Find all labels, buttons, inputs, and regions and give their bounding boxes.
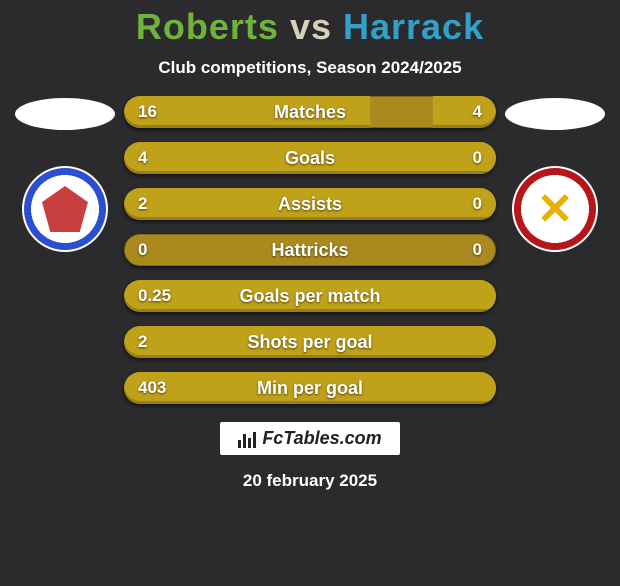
- title-player1: Roberts: [136, 6, 279, 47]
- stat-row: 2Shots per goal: [124, 326, 496, 358]
- right-flag-icon: [505, 98, 605, 130]
- title-vs: vs: [290, 6, 332, 47]
- fctables-mark-icon: [238, 430, 256, 448]
- stat-label: Goals per match: [124, 286, 496, 307]
- stat-label: Goals: [124, 148, 496, 169]
- fctables-logo: FcTables.com: [220, 422, 399, 455]
- stat-label: Shots per goal: [124, 332, 496, 353]
- stat-row: 20Assists: [124, 188, 496, 220]
- stat-label: Hattricks: [124, 240, 496, 261]
- stat-row: 403Min per goal: [124, 372, 496, 404]
- stat-row: 164Matches: [124, 96, 496, 128]
- footer-date: 20 february 2025: [0, 471, 620, 491]
- stat-label: Min per goal: [124, 378, 496, 399]
- left-side: [10, 96, 120, 252]
- stat-label: Assists: [124, 194, 496, 215]
- stat-row: 0.25Goals per match: [124, 280, 496, 312]
- stat-label: Matches: [124, 102, 496, 123]
- title-player2: Harrack: [343, 6, 484, 47]
- right-side: [500, 96, 610, 252]
- stat-bars: 164Matches 40Goals 20Assists 00Hattricks 0.2…: [120, 96, 500, 404]
- stat-row: 40Goals: [124, 142, 496, 174]
- stat-row: 00Hattricks: [124, 234, 496, 266]
- footer: FcTables.com 20 february 2025: [0, 422, 620, 491]
- comparison-content: 164Matches 40Goals 20Assists 00Hattricks 0.2…: [0, 96, 620, 404]
- page-title: Roberts vs Harrack: [0, 6, 620, 48]
- afc-fylde-crest-icon: [22, 166, 108, 252]
- subtitle: Club competitions, Season 2024/2025: [0, 58, 620, 78]
- left-flag-icon: [15, 98, 115, 130]
- brand-text: FcTables.com: [262, 428, 381, 449]
- dagenham-redbridge-crest-icon: [512, 166, 598, 252]
